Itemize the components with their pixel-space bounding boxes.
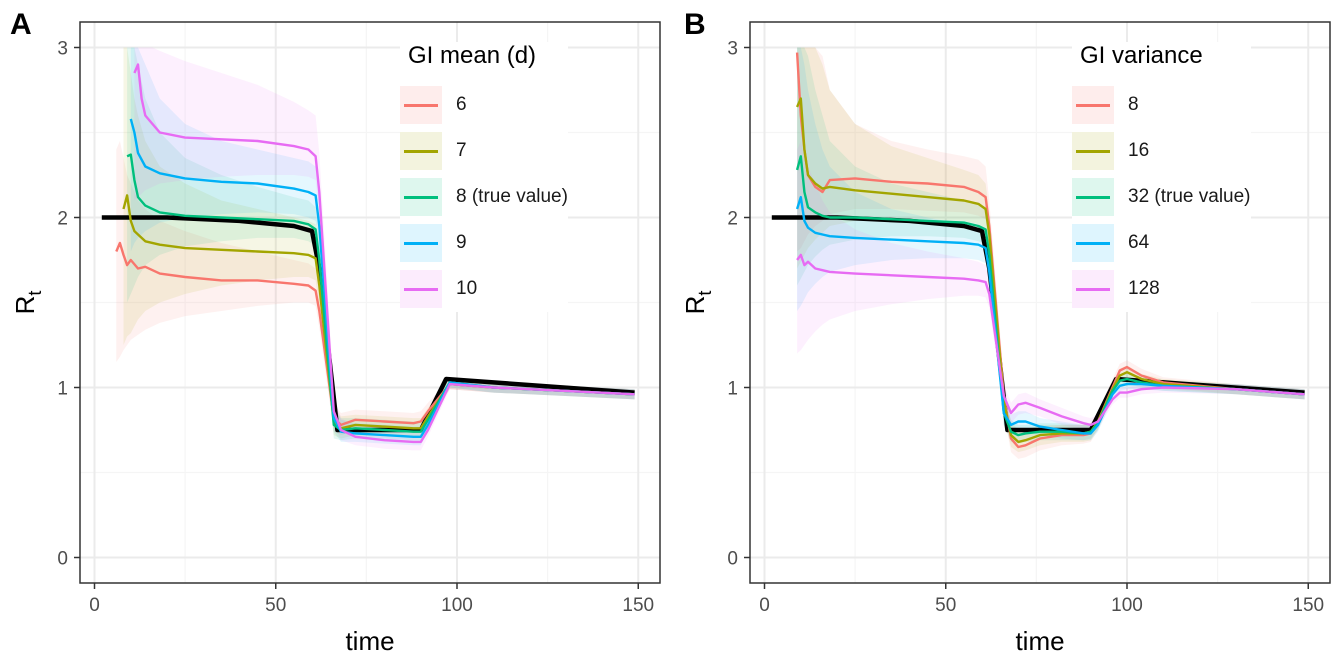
y-axis-title-main: R [10,296,40,315]
legend-label: 32 (true value) [1128,186,1251,207]
y-tick-label: 0 [727,549,738,570]
y-axis-title: Rt [10,291,45,315]
panel-border [79,21,661,584]
panel-label-a: A [10,8,32,41]
legend-label: 16 [1128,140,1150,161]
series-line-5 [133,63,635,444]
legend-item: 8 [1072,82,1251,128]
plot-area [101,47,635,451]
legend-title-b: GI variance [1080,42,1203,69]
legend-key-line [1076,150,1110,153]
ribbon-series-5 [134,47,635,451]
panel-border [749,21,1331,584]
plot-a: 0 50 100 150 0 1 2 3 time Rt [10,21,661,654]
legend-key-line [404,104,438,107]
legend-item: 7 [400,128,568,174]
x-tick-label: 150 [1292,595,1324,616]
series-line-2 [122,194,635,430]
x-axis-title: time [345,626,394,654]
y-axis-title-main: R [680,296,710,315]
ribbon-series-5 [797,141,1305,432]
x-axis-title: time [1015,626,1064,654]
y-tick-label: 3 [727,39,738,60]
ribbon-series-4 [797,47,1305,441]
series-line-4 [129,118,635,438]
legend-key-line [404,150,438,153]
legend-item: 16 [1072,128,1251,174]
legend-label: 8 [1128,94,1139,115]
x-tick-label: 50 [265,595,286,616]
legend-key [1072,178,1114,216]
y-tick-label: 2 [727,209,738,230]
x-tick-label: 100 [441,595,473,616]
legend-key-line [1076,196,1110,199]
legend-a: GI mean (d) 6 7 8 (true value) 9 10 [400,42,568,312]
legend-label: 6 [456,94,467,115]
y-tick-label: 2 [57,209,68,230]
legend-key [1072,224,1114,262]
legend-items-a: 6 7 8 (true value) 9 10 [400,82,568,312]
legend-item: 32 (true value) [1072,174,1251,220]
legend-b: GI variance 8 16 32 (true value) 64 128 [1072,42,1251,312]
y-axis-title: Rt [680,291,715,315]
legend-item: 10 [400,266,568,312]
legend-key [400,132,442,170]
x-tick-label: 150 [622,595,654,616]
legend-label: 7 [456,140,467,161]
x-tick-label: 50 [935,595,956,616]
legend-key [400,178,442,216]
legend-label: 8 (true value) [456,186,568,207]
y-axis-title-sub: t [25,291,45,296]
y-axis-title-sub: t [695,291,715,296]
legend-key [400,270,442,308]
legend-items-b: 8 16 32 (true value) 64 128 [1072,82,1251,312]
truth-line [771,215,1305,433]
legend-key-line [1076,104,1110,107]
legend-key-line [404,242,438,245]
legend-key-line [404,196,438,199]
legend-key-line [1076,242,1110,245]
ribbon-series-1 [116,141,635,436]
legend-label: 9 [456,232,467,253]
y-tick-label: 1 [727,379,738,400]
series-line-5 [796,253,1305,427]
legend-key [400,224,442,262]
ribbon-series-1 [797,47,1305,459]
legend-key [1072,86,1114,124]
x-tick-label: 100 [1111,595,1143,616]
legend-label: 64 [1128,232,1150,253]
y-tick-label: 3 [57,39,68,60]
legend-label: 10 [456,278,478,299]
plot-area [771,47,1305,459]
legend-item: 64 [1072,220,1251,266]
ribbon-series-2 [123,47,635,439]
panel-label-b: B [684,8,706,41]
chart-panel-b: B 0 50 100 150 0 1 2 3 time Rt GI variance 8 16 32 … [670,0,1340,654]
series-line-3 [126,153,635,433]
legend-title-a: GI mean (d) [408,42,537,69]
legend-key [1072,270,1114,308]
series-line-4 [795,195,1305,435]
legend-item: 6 [400,82,568,128]
legend-item: 9 [400,220,568,266]
legend-key-line [1076,288,1110,291]
legend-item: 128 [1072,266,1251,312]
legend-key [400,86,442,124]
series-line-3 [795,155,1305,437]
legend-key-line [404,288,438,291]
legend-label: 128 [1128,278,1160,299]
y-tick-label: 1 [57,379,68,400]
y-tick-label: 0 [57,549,68,570]
legend-item: 8 (true value) [400,174,568,220]
legend-key [1072,132,1114,170]
x-tick-label: 0 [89,595,100,616]
series-line-1 [115,241,635,427]
x-tick-label: 0 [759,595,770,616]
chart-panel-a: A 0 50 100 150 0 1 2 3 time Rt GI mean (d) 6 7 8 (t… [10,8,661,654]
